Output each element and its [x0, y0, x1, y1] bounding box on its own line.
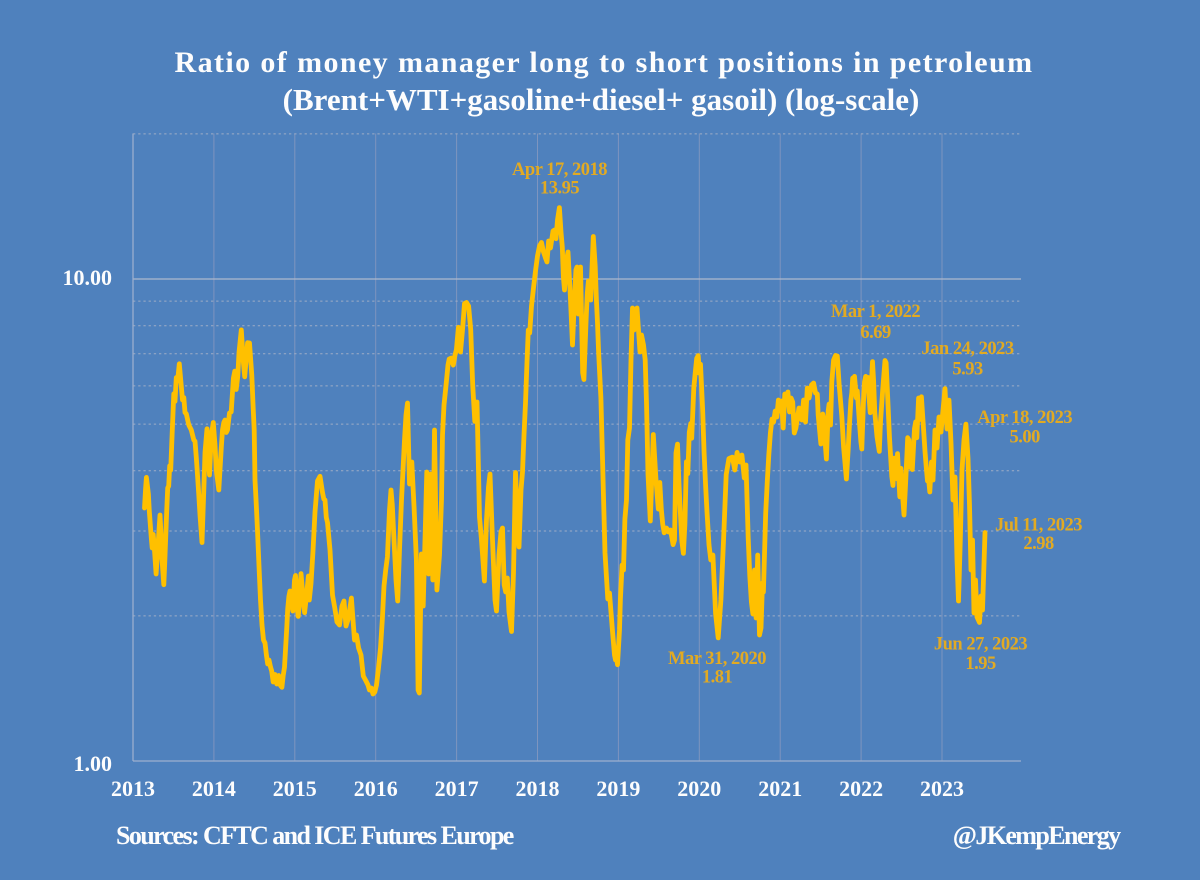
svg-text:2014: 2014 [192, 776, 236, 801]
svg-text:Mar 1, 2022: Mar 1, 2022 [831, 302, 920, 322]
svg-text:Jun 27, 2023: Jun 27, 2023 [934, 635, 1027, 655]
svg-text:2013: 2013 [111, 776, 155, 801]
svg-text:Jul 11, 2023: Jul 11, 2023 [995, 516, 1082, 536]
svg-text:Apr 17, 2018: Apr 17, 2018 [512, 160, 607, 180]
svg-text:2021: 2021 [758, 776, 802, 801]
svg-text:2.98: 2.98 [1023, 534, 1054, 554]
svg-text:1.95: 1.95 [965, 654, 996, 674]
svg-text:2018: 2018 [516, 776, 560, 801]
svg-text:(Brent+WTI+gasoline+diesel+ ga: (Brent+WTI+gasoline+diesel+ gasoil) (log… [283, 82, 920, 117]
svg-text:2020: 2020 [677, 776, 721, 801]
svg-text:2016: 2016 [354, 776, 398, 801]
svg-text:10.00: 10.00 [63, 265, 113, 290]
svg-text:2023: 2023 [920, 776, 964, 801]
svg-text:Apr 18, 2023: Apr 18, 2023 [977, 408, 1072, 428]
svg-text:1.00: 1.00 [74, 751, 113, 776]
svg-text:6.69: 6.69 [860, 323, 891, 343]
svg-text:2017: 2017 [435, 776, 479, 801]
svg-text:1.81: 1.81 [702, 668, 733, 688]
svg-text:13.95: 13.95 [540, 179, 579, 199]
svg-text:2015: 2015 [273, 776, 317, 801]
svg-text:2022: 2022 [839, 776, 883, 801]
svg-text:2019: 2019 [596, 776, 640, 801]
svg-text:Jan 24, 2023: Jan 24, 2023 [921, 339, 1013, 359]
svg-text:Ratio of money manager long to: Ratio of money manager long to short pos… [175, 46, 1034, 79]
svg-text:Mar 31, 2020: Mar 31, 2020 [668, 649, 766, 669]
svg-text:Sources: CFTC and ICE Futures: Sources: CFTC and ICE Futures Europe [116, 821, 514, 850]
svg-text:@JKempEnergy: @JKempEnergy [953, 821, 1121, 850]
svg-text:5.93: 5.93 [952, 360, 983, 380]
svg-text:5.00: 5.00 [1010, 428, 1041, 448]
